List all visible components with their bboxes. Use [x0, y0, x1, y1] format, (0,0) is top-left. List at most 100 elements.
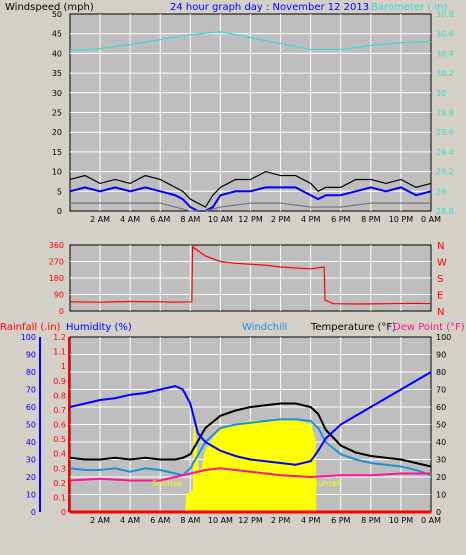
x-tick-label: 8 AM — [180, 215, 200, 224]
x-tick-label: 10 PM — [389, 516, 414, 525]
x-tick-label: 4 PM — [301, 215, 320, 224]
sunset-label: Sunset — [313, 479, 340, 488]
x-tick-label: 4 AM — [120, 215, 140, 224]
rainfall-tick: 0.5 — [53, 435, 66, 444]
series-dew-point — [69, 467, 431, 482]
x-tick-label: 2 AM — [90, 516, 110, 525]
x-tick-label: 8 PM — [361, 516, 380, 525]
series-wind-minimum — [70, 202, 431, 212]
windspeed-tick: 15 — [52, 148, 62, 157]
barometer-tick: 29.4 — [436, 148, 454, 157]
windspeed-tick: 0 — [57, 207, 62, 216]
humidity-tick: 70 — [26, 386, 36, 395]
humidity-tick: 0 — [31, 508, 36, 517]
temperature-label: Temperature (°F) — [310, 322, 396, 333]
barometer-tick: 29 — [436, 187, 446, 196]
windspeed-tick: 30 — [52, 89, 62, 98]
windspeed-tick: 10 — [52, 168, 62, 177]
series-wind-direction — [69, 245, 432, 305]
temperature-tick: 0 — [436, 508, 441, 517]
rainfall-tick: 0.4 — [53, 450, 66, 459]
temperature-tick: 40 — [436, 438, 446, 447]
series-humidity — [69, 371, 432, 466]
direction-tick: 90 — [54, 291, 64, 300]
x-tick-label: 2 PM — [271, 516, 290, 525]
windspeed-tick: 35 — [52, 69, 62, 78]
compass-label: S — [437, 274, 443, 285]
windspeed-tick: 5 — [57, 187, 62, 196]
compass-label: N — [437, 307, 444, 318]
temperature-tick: 60 — [436, 403, 446, 412]
compass-label: W — [437, 258, 447, 269]
series-wind-gust — [69, 170, 432, 208]
barometer-tick: 30.2 — [436, 69, 454, 78]
x-tick-label: 0 AM — [421, 215, 441, 224]
humidity-tick: 30 — [26, 456, 36, 465]
compass-label: E — [437, 291, 443, 302]
direction-tick: 180 — [49, 274, 64, 283]
windspeed-tick: 40 — [52, 49, 62, 58]
series-wind-average — [69, 186, 432, 212]
x-tick-label: 6 AM — [150, 215, 170, 224]
barometer-tick: 29.8 — [436, 109, 454, 118]
x-tick-label: 10 PM — [389, 215, 414, 224]
barometer-tick: 30 — [436, 89, 446, 98]
barometer-tick: 30.8 — [436, 10, 454, 19]
rainfall-tick: 0.7 — [53, 406, 66, 415]
humidity-label: Humidity (%) — [66, 322, 132, 333]
direction-tick: 0 — [59, 307, 64, 316]
humidity-tick: 40 — [26, 438, 36, 447]
windspeed-tick: 25 — [52, 109, 62, 118]
temperature-tick: 10 — [436, 491, 446, 500]
rainfall-tick: 0.9 — [53, 377, 66, 386]
barometer-label: Barometer (.in) — [371, 2, 447, 13]
humidity-tick: 80 — [26, 368, 36, 377]
rainfall-tick: 0.8 — [53, 391, 66, 400]
chart-title: 24 hour graph day : November 12 2013 — [170, 2, 369, 13]
humidity-tick: 50 — [26, 421, 36, 430]
direction-tick: 270 — [49, 258, 64, 267]
barometer-tick: 29.6 — [436, 128, 454, 137]
rainfall-tick: 1 — [61, 362, 66, 371]
rainfall-tick: 1.2 — [53, 333, 66, 342]
x-tick-label: 4 AM — [120, 516, 140, 525]
temperature-tick: 80 — [436, 368, 446, 377]
rainfall-tick: 0.1 — [53, 493, 66, 502]
x-tick-label: 10 AM — [208, 215, 233, 224]
temperature-tick: 70 — [436, 386, 446, 395]
sunrise-label: Sunrise — [152, 479, 182, 488]
rainfall-tick: 0 — [61, 508, 66, 517]
windspeed-tick: 20 — [52, 128, 62, 137]
x-tick-label: 8 PM — [361, 215, 380, 224]
barometer-tick: 30.4 — [436, 49, 454, 58]
windspeed-label: Windspeed (mph) — [5, 2, 94, 13]
barometer-tick: 30.6 — [436, 30, 454, 39]
barometer-tick: 29.2 — [436, 168, 454, 177]
temperature-tick: 30 — [436, 456, 446, 465]
x-tick-label: 2 AM — [90, 215, 110, 224]
rainfall-tick: 0.2 — [53, 479, 66, 488]
windspeed-tick: 50 — [52, 10, 62, 19]
humidity-tick: 10 — [26, 491, 36, 500]
rainfall-tick: 0.3 — [53, 464, 66, 473]
direction-tick: 360 — [49, 241, 64, 250]
humidity-tick: 20 — [26, 473, 36, 482]
windspeed-tick: 45 — [52, 30, 62, 39]
x-tick-label: 12 PM — [238, 215, 263, 224]
compass-label: N — [437, 241, 444, 252]
x-tick-label: 2 PM — [271, 215, 290, 224]
temperature-tick: 20 — [436, 473, 446, 482]
series-temperature — [69, 402, 432, 468]
rainfall-tick: 1.1 — [53, 348, 66, 357]
humidity-tick: 90 — [26, 351, 36, 360]
humidity-tick: 100 — [21, 333, 36, 342]
windchill-label: Windchill — [242, 322, 287, 333]
series-barometer — [69, 31, 432, 52]
rainfall-tick: 0.6 — [53, 421, 66, 430]
temperature-tick: 90 — [436, 351, 446, 360]
x-tick-label: 10 AM — [208, 516, 233, 525]
x-tick-label: 6 PM — [331, 516, 350, 525]
barometer-tick: 28.8 — [436, 207, 454, 216]
